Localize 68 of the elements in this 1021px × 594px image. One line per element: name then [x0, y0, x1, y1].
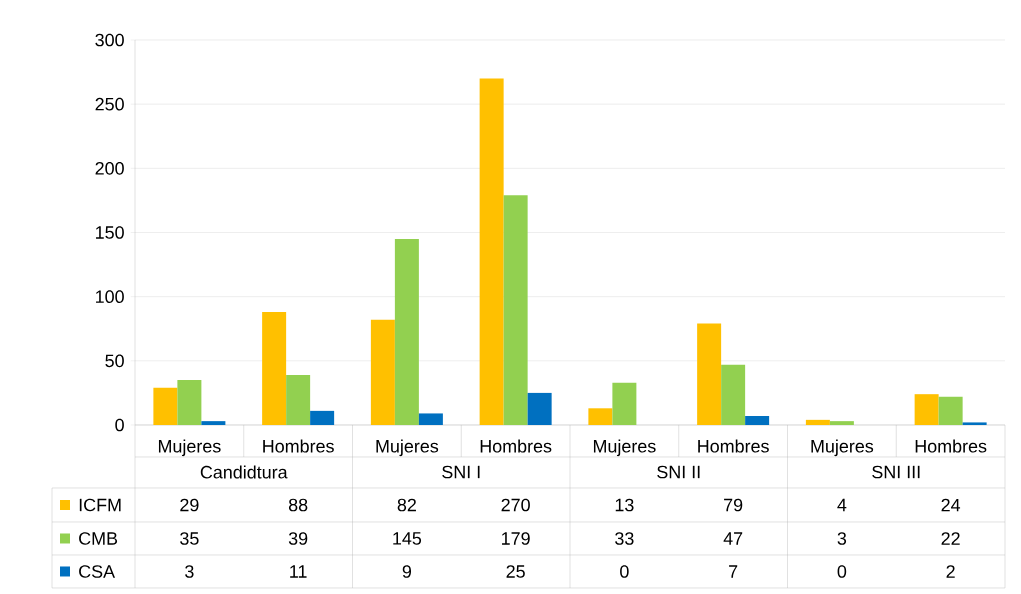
- legend-label: CMB: [79, 532, 118, 545]
- data-label: 35: [180, 532, 199, 545]
- bar: [829, 421, 854, 425]
- x-tick-label: Mujeres: [593, 439, 656, 457]
- data-label: 0: [837, 565, 847, 578]
- text: SNI III: [872, 465, 920, 479]
- x-tick-label: Mujeres: [158, 439, 221, 457]
- data-label: 13: [615, 498, 634, 512]
- bar: [914, 394, 939, 425]
- data-label: 88: [288, 498, 308, 512]
- data-label: 33: [615, 532, 634, 545]
- data-label: 7: [729, 565, 738, 578]
- legend-label: ICFM: [79, 498, 121, 512]
- data-label: 9: [402, 565, 412, 578]
- bar: [479, 78, 504, 425]
- data-label: 4: [837, 498, 847, 512]
- data-label: 3: [837, 532, 847, 545]
- data-label: 24: [941, 498, 961, 512]
- data-label: 2: [946, 565, 955, 578]
- data-label: 25: [506, 565, 525, 578]
- bar: [394, 238, 419, 425]
- y-tick-label: 150: [96, 226, 124, 239]
- bar: [938, 396, 963, 425]
- bar: [588, 408, 613, 425]
- bar: [262, 312, 287, 425]
- bar: [697, 323, 722, 425]
- data-label: 22: [941, 532, 960, 545]
- x-tick-label: Mujeres: [376, 439, 439, 457]
- bar: [286, 374, 311, 425]
- bar: [201, 421, 226, 425]
- data-label: 0: [620, 565, 629, 578]
- bar: [745, 416, 770, 425]
- y-tick-label: 200: [95, 161, 124, 175]
- data-label: 82: [397, 498, 416, 512]
- bar: [527, 392, 552, 425]
- x-tick-label: Hombres: [480, 439, 552, 453]
- bar: [418, 413, 443, 425]
- bar: [310, 410, 335, 425]
- bar: [153, 387, 178, 425]
- y-tick-label: 0: [115, 418, 124, 432]
- x-tick-label: Hombres: [698, 439, 769, 453]
- bar: [503, 195, 528, 425]
- bar: [721, 364, 746, 425]
- y-tick-label: 250: [95, 97, 124, 111]
- y-tick-label: 50: [105, 354, 124, 368]
- data-label: 179: [502, 532, 530, 545]
- bar: [962, 422, 987, 425]
- x-tick-label: Hombres: [915, 439, 987, 453]
- bar: [177, 380, 202, 425]
- bar: [805, 419, 830, 425]
- y-tick-label: 100: [96, 290, 124, 303]
- bar: [370, 319, 395, 425]
- text: Candidtura: [200, 465, 288, 479]
- text: SNI II: [657, 465, 700, 479]
- data-label: 39: [288, 532, 308, 545]
- data-label: 79: [724, 498, 743, 512]
- text: SNI I: [442, 465, 480, 479]
- bar: [612, 382, 637, 425]
- data-label: 47: [723, 532, 743, 545]
- x-tick-label: Mujeres: [811, 439, 874, 457]
- data-label: 3: [185, 565, 194, 578]
- data-label: 270: [501, 498, 530, 512]
- data-label: 11: [290, 565, 307, 578]
- x-tick-label: Hombres: [263, 439, 334, 453]
- y-tick-label: 300: [95, 33, 124, 47]
- legend-label: CSA: [79, 565, 116, 578]
- data-label: 145: [393, 532, 422, 545]
- data-label: 29: [180, 498, 199, 512]
